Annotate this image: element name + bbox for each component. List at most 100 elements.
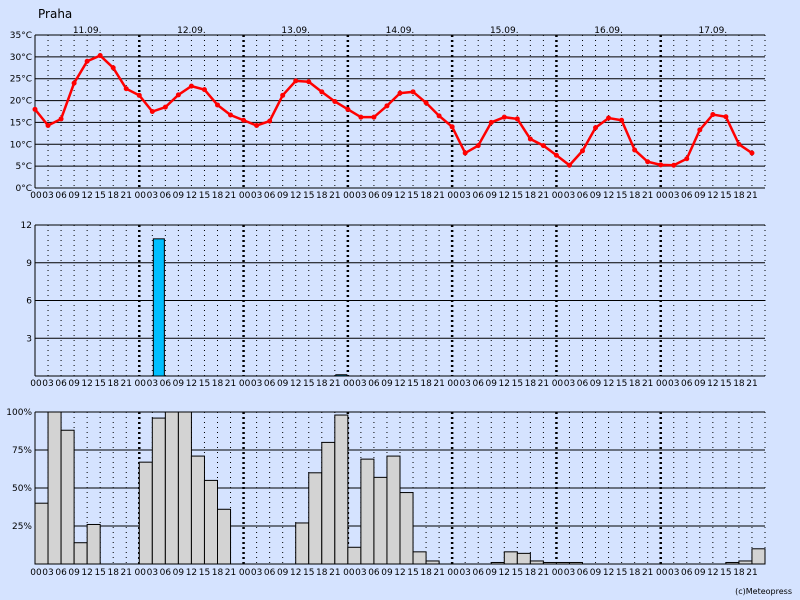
precipitation-x-tick-label: 18	[733, 379, 745, 389]
cloudiness-chart: 25%50%75%100%00 03 06 09 12 15 18 21 00 03 06 09 12 1…	[6, 408, 766, 578]
temperature-point	[606, 115, 612, 121]
cloudiness-bar	[60, 429, 75, 565]
cloudiness-bar	[503, 551, 518, 565]
precipitation-x-tick-label: 03	[564, 379, 575, 389]
temperature-x-tick-label: 21	[433, 191, 444, 201]
temperature-point	[215, 102, 220, 108]
temperature-x-tick-label: 18	[629, 191, 641, 201]
temperature-y-tick-label: 5°C	[15, 162, 32, 172]
temperature-point	[462, 150, 468, 156]
copyright-text: (c)Meteopress	[735, 587, 792, 596]
temperature-x-tick-label: 06	[368, 191, 380, 201]
cloudiness-x-tick-label: 06	[264, 568, 276, 578]
precipitation-x-tick-label: 15	[407, 379, 418, 389]
cloudiness-x-tick-label: 03	[668, 568, 679, 578]
temperature-point	[110, 65, 116, 71]
cloudiness-x-tick-label: 12	[499, 568, 510, 578]
temperature-point	[410, 89, 416, 95]
temperature-x-tick-label: 03	[459, 191, 470, 201]
temperature-point	[384, 103, 390, 109]
cloudiness-x-tick-label: 18	[525, 568, 537, 578]
temperature-point	[254, 122, 260, 128]
cloudiness-x-tick-label: 18	[316, 568, 328, 578]
cloudiness-bar	[164, 411, 179, 565]
precipitation-x-tick-label: 21	[225, 379, 236, 389]
precipitation-x-tick-label: 03	[147, 379, 158, 389]
temperature-point	[475, 143, 481, 149]
temperature-x-tick-label: 06	[681, 191, 693, 201]
temperature-point	[488, 119, 494, 125]
cloudiness-bar	[568, 561, 584, 565]
temperature-x-tick-label: 09	[277, 191, 289, 201]
cloudiness-bar	[399, 492, 414, 565]
temperature-x-tick-label: 03	[564, 191, 575, 201]
precipitation-x-tick-label: 21	[329, 379, 340, 389]
precipitation-x-tick-label: 00	[343, 379, 355, 389]
temperature-point	[619, 117, 625, 123]
precipitation-x-tick-label: 12	[81, 379, 92, 389]
precipitation-x-tick-label: 06	[55, 379, 67, 389]
temperature-point	[306, 79, 312, 85]
temperature-x-tick-label: 12	[603, 191, 614, 201]
precipitation-x-tick-label: 21	[642, 379, 653, 389]
cloudiness-x-tick-label: 12	[603, 568, 614, 578]
temperature-point	[241, 117, 247, 123]
temperature-point	[136, 92, 142, 98]
cloudiness-x-tick-label: 00	[30, 568, 42, 578]
temperature-x-tick-label: 12	[290, 191, 301, 201]
temperature-point	[267, 118, 273, 124]
cloudiness-bar	[425, 560, 440, 565]
precipitation-x-tick-label: 00	[552, 379, 564, 389]
temperature-x-tick-label: 09	[381, 191, 393, 201]
precipitation-x-tick-label: 09	[694, 379, 706, 389]
cloudiness-bar	[177, 411, 192, 565]
precipitation-x-tick-label: 03	[42, 379, 53, 389]
precipitation-x-tick-label: 18	[212, 379, 224, 389]
temperature-x-tick-label: 18	[316, 191, 328, 201]
cloudiness-bar	[516, 552, 531, 565]
precipitation-x-tick-label: 12	[603, 379, 614, 389]
temperature-x-tick-label: 00	[30, 191, 42, 201]
temperature-point	[188, 83, 194, 89]
cloudiness-x-tick-label: 21	[746, 568, 757, 578]
temperature-x-tick-label: 15	[720, 191, 731, 201]
precipitation-x-tick-label: 09	[68, 379, 80, 389]
temperature-x-tick-label: 03	[251, 191, 262, 201]
precipitation-x-tick-label: 09	[381, 379, 393, 389]
temperature-x-tick-label: 18	[420, 191, 432, 201]
cloudiness-x-tick-label: 15	[720, 568, 731, 578]
precipitation-x-tick-label: 12	[499, 379, 510, 389]
temperature-x-tick-label: 06	[577, 191, 589, 201]
cloudiness-x-tick-label: 15	[199, 568, 210, 578]
cloudiness-bar	[151, 417, 166, 565]
temperature-point	[71, 80, 77, 86]
precipitation-x-tick-label: 09	[590, 379, 602, 389]
temperature-point	[658, 162, 664, 168]
temperature-x-tick-label: 00	[135, 191, 147, 201]
temperature-point	[501, 114, 507, 120]
temperature-point	[345, 106, 351, 112]
cloudiness-y-tick-label: 100%	[6, 408, 32, 418]
precipitation-x-tick-label: 18	[420, 379, 432, 389]
cloudiness-x-tick-label: 06	[681, 568, 693, 578]
temperature-x-tick-label: 12	[707, 191, 718, 201]
precipitation-bar	[152, 238, 165, 377]
precipitation-x-tick-label: 21	[433, 379, 444, 389]
cloudiness-x-tick-label: 15	[303, 568, 314, 578]
temperature-point	[175, 92, 181, 98]
temperature-x-tick-label: 00	[343, 191, 355, 201]
temperature-point	[358, 114, 364, 120]
cloudiness-x-tick-label: 12	[290, 568, 301, 578]
temperature-x-tick-label: 06	[55, 191, 67, 201]
temperature-x-tick-label: 21	[746, 191, 757, 201]
cloudiness-x-tick-label: 18	[629, 568, 641, 578]
cloudiness-y-tick-label: 50%	[12, 484, 32, 494]
temperature-point	[84, 58, 90, 64]
temperature-point	[228, 112, 234, 118]
temperature-x-tick-label: 03	[668, 191, 679, 201]
cloudiness-x-tick-label: 00	[552, 568, 564, 578]
temperature-point	[632, 147, 638, 153]
cloudiness-x-tick-label: 03	[564, 568, 575, 578]
temperature-x-tick-label: 12	[81, 191, 92, 201]
